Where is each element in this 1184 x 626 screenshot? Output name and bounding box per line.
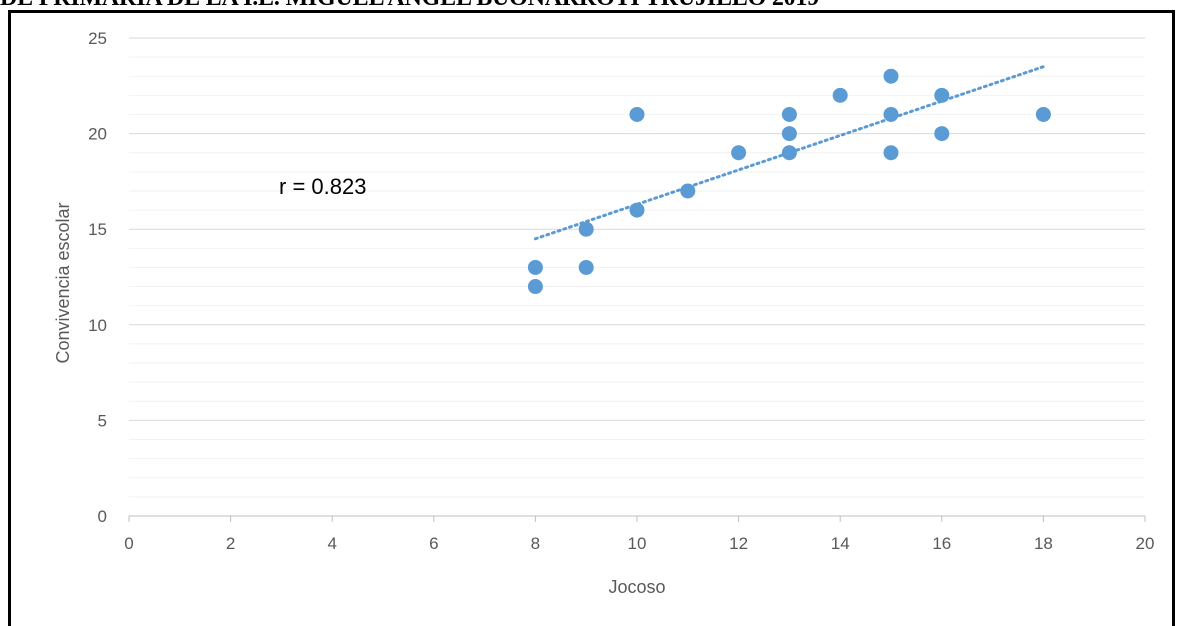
x-tick-label: 14 xyxy=(831,534,850,553)
y-tick-label: 0 xyxy=(98,507,107,526)
x-tick-label: 10 xyxy=(628,534,647,553)
x-tick-label: 18 xyxy=(1034,534,1053,553)
data-point xyxy=(883,106,899,122)
trendline xyxy=(533,65,1045,241)
x-tick-label: 8 xyxy=(531,534,540,553)
scatter-chart: 0 2 4 6 8 10 12 14 16 18 20 0 5 10 15 20 25 Jocoso Convi… xyxy=(53,29,1154,597)
y-tick-label: 10 xyxy=(88,316,107,335)
data-point xyxy=(1035,106,1051,122)
data-point xyxy=(629,202,645,218)
x-tick-label: 0 xyxy=(124,534,133,553)
data-point xyxy=(731,145,747,161)
tick-labels: 0 2 4 6 8 10 12 14 16 18 20 0 5 10 15 20 25 xyxy=(88,29,1154,553)
y-axis-title: Convivencia escolar xyxy=(53,202,73,363)
data-point xyxy=(883,68,899,84)
major-gridlines xyxy=(129,37,1145,421)
x-tick-label: 12 xyxy=(729,534,748,553)
chart-frame: 0 2 4 6 8 10 12 14 16 18 20 0 5 10 15 20 25 Jocoso Convi… xyxy=(8,10,1175,626)
y-tick-label: 15 xyxy=(88,220,107,239)
trendline-group xyxy=(533,65,1045,241)
x-tick-label: 16 xyxy=(932,534,951,553)
data-point xyxy=(883,145,899,161)
x-tick-label: 2 xyxy=(226,534,235,553)
data-point xyxy=(934,87,950,103)
data-point xyxy=(680,183,696,199)
data-point xyxy=(527,259,543,275)
y-tick-label: 20 xyxy=(88,125,107,144)
x-axis-title: Jocoso xyxy=(608,577,665,597)
page-title: DE PRIMARIA DE LA I.E. MIGUEL ANGEL BUON… xyxy=(0,0,1184,10)
x-tick-label: 20 xyxy=(1136,534,1155,553)
x-tick-label: 6 xyxy=(429,534,438,553)
data-point xyxy=(527,279,543,295)
correlation-annotation: r = 0.823 xyxy=(279,174,366,199)
data-point xyxy=(781,145,797,161)
data-point xyxy=(934,126,950,142)
y-tick-label: 5 xyxy=(98,411,107,430)
data-point xyxy=(832,87,848,103)
data-point xyxy=(781,106,797,122)
data-point xyxy=(578,221,594,237)
data-point xyxy=(629,106,645,122)
minor-gridlines xyxy=(129,56,1145,498)
x-tick-label: 4 xyxy=(327,534,336,553)
data-point xyxy=(781,126,797,142)
data-point xyxy=(578,259,594,275)
y-tick-label: 25 xyxy=(88,29,107,48)
axes xyxy=(128,515,1146,522)
data-points xyxy=(527,68,1051,295)
